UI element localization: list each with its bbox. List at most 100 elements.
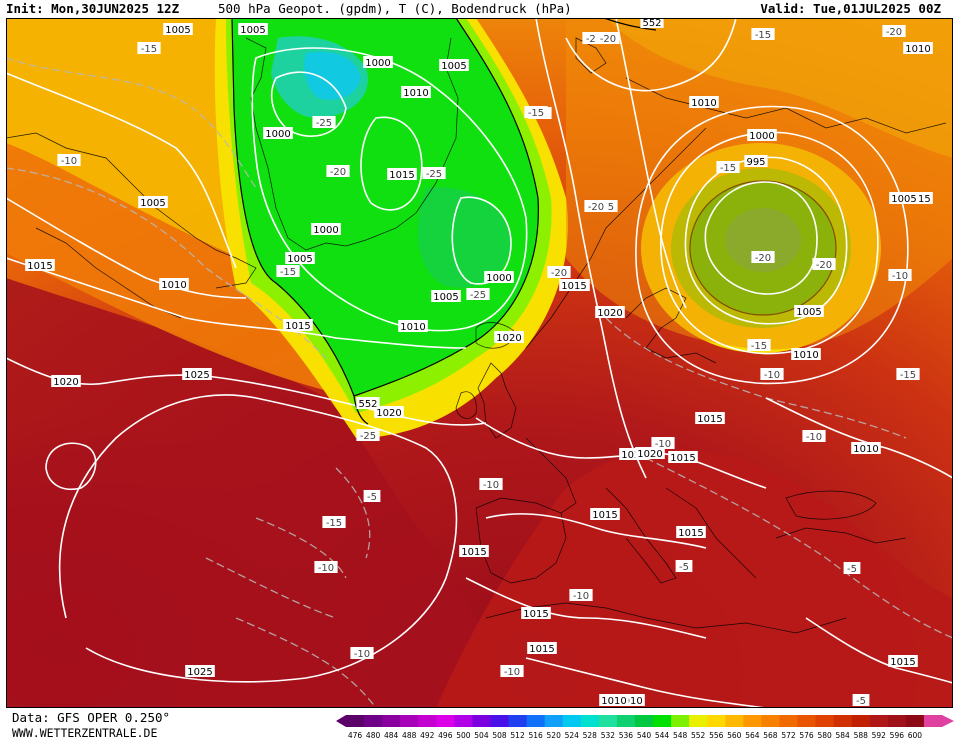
color-legend-tick-label: 508 (492, 731, 507, 740)
color-legend-swatch (761, 715, 780, 727)
isobar-label-text: 1005 (287, 254, 312, 265)
temperature-label-box (760, 368, 784, 380)
color-legend-swatch (580, 715, 600, 727)
isobar-label-box (283, 319, 313, 331)
isobar-label: 1005 (138, 196, 168, 209)
temperature-label-box (584, 200, 608, 212)
isobar-label: 1015 (559, 279, 589, 292)
isobar-label-box (356, 397, 380, 409)
temperature-label-text: -5 (367, 492, 377, 503)
color-legend-swatch (797, 715, 817, 727)
temperature-label-text: -10 (61, 156, 77, 167)
trough-cyan-core (304, 51, 361, 100)
isobar-label: 1005 (163, 23, 193, 36)
isobar-label-text: 1015 (592, 510, 617, 521)
isobar-label-box (185, 665, 215, 677)
temperature-label-text: -20 (330, 167, 346, 178)
color-legend-tick-label: 512 (510, 731, 525, 740)
map-frame-left-edge (6, 18, 953, 708)
temperature-label-text: -15 (751, 341, 767, 352)
temperature-label-text: -25 (316, 118, 332, 129)
temperature-label: -20 (812, 258, 836, 271)
isobar-closed-high (45, 442, 97, 490)
color-legend-tick-label: 516 (528, 731, 543, 740)
temperature-label: -15 (322, 516, 346, 529)
temperature-label-text: -10 (573, 591, 589, 602)
color-legend-tick-label: 568 (763, 731, 778, 740)
temperature-label-box (57, 154, 81, 166)
color-legend-swatch (472, 715, 491, 727)
color-legend-low-arrow (336, 715, 346, 727)
color-legend-tick-label: 588 (854, 731, 869, 740)
isotherm-minus-10-west (6, 167, 327, 359)
temperature-label-text: -15 (326, 518, 342, 529)
color-legend-swatch (905, 715, 925, 727)
isobar-norway-1 (535, 18, 647, 479)
chart-title: 500 hPa Geopot. (gpdm), T (C), Bodendruc… (218, 1, 572, 16)
coast-russia-north (625, 77, 947, 134)
isobar-label: 1005 (439, 59, 469, 72)
isobar-label-text: 1015 (529, 644, 554, 655)
temperature-label: -10 (888, 269, 912, 282)
isobar-label: 1020 (635, 447, 665, 460)
isobar-label-text: 1020 (53, 377, 78, 388)
coast-iberia (475, 497, 567, 584)
isobar-label-text: 1005 (240, 25, 265, 36)
temperature-label: -5 (363, 490, 381, 503)
isotherm-minus-20-mid (335, 467, 371, 559)
trough-green-inner (417, 187, 511, 288)
isotherm-minus-15-mid (255, 517, 347, 579)
color-legend-swatch (634, 715, 654, 727)
isobar-label: 1015 (283, 319, 313, 332)
isobar-label: 1025 (185, 665, 215, 678)
isobar-west-1 (6, 72, 237, 269)
isobar-label-text: 995 (746, 157, 765, 168)
isobar-label-box (51, 375, 81, 387)
isobar-label-box (521, 607, 551, 619)
isobar-label-box (888, 655, 918, 667)
header-bar: Init: Mon,30JUN2025 12Z 500 hPa Geopot. … (0, 0, 959, 18)
color-legend-tick-label: 580 (817, 731, 832, 740)
isobar-label-box (311, 223, 341, 235)
color-legend-tick-label: 476 (348, 731, 363, 740)
color-legend-swatch (346, 715, 365, 727)
coast-black-sea (785, 490, 877, 520)
temperature-label-box (356, 429, 380, 441)
website-label: WWW.WETTERZENTRALE.DE (12, 726, 158, 740)
temperature-label-box (363, 490, 381, 502)
temperature-label: -20 (751, 251, 775, 264)
coastlines (6, 37, 947, 634)
coast-france (525, 437, 577, 514)
isobar-label-text: 1010 (601, 696, 626, 707)
temperature-label-text: -10 (354, 649, 370, 660)
isobar-label-box (494, 331, 524, 343)
temperature-label: -10 (350, 647, 374, 660)
temperature-label-box (751, 251, 775, 263)
isobar-label-box (559, 279, 589, 291)
geopotential-552-contours (353, 18, 657, 425)
temperature-label-box (843, 562, 861, 574)
temperature-label-box (350, 647, 374, 659)
color-legend-tick-label: 528 (583, 731, 598, 740)
temperature-label: -10 (802, 430, 826, 443)
temperature-label-box (852, 694, 870, 706)
temperature-label-text: -10 (483, 480, 499, 491)
color-legend-tick-label: 560 (727, 731, 742, 740)
isobar-label-text: 1015 (890, 657, 915, 668)
temperature-label-box (569, 589, 593, 601)
contour-552-west (353, 395, 369, 425)
temperature-label-box (802, 430, 826, 442)
west-dark-red-zone (6, 278, 526, 708)
coast-turkey (775, 527, 907, 544)
color-legend-swatch (400, 715, 419, 727)
temperature-label-text: -10 (806, 432, 822, 443)
isobar-label: 1000 (484, 271, 514, 284)
temperature-label-layer: -15 -10 -25 -20 -25 -15 -25 -20 -15 -20 -15 -20 -15 -… (57, 25, 920, 707)
color-legend-swatch (887, 715, 907, 727)
color-legend-swatch (923, 715, 943, 727)
temperature-label: -25 (466, 288, 490, 301)
isobar-label-box (744, 155, 768, 167)
isobar-label: 995 (744, 155, 768, 168)
isobar-1015-south (465, 577, 707, 639)
isobar-label-box (398, 320, 428, 332)
